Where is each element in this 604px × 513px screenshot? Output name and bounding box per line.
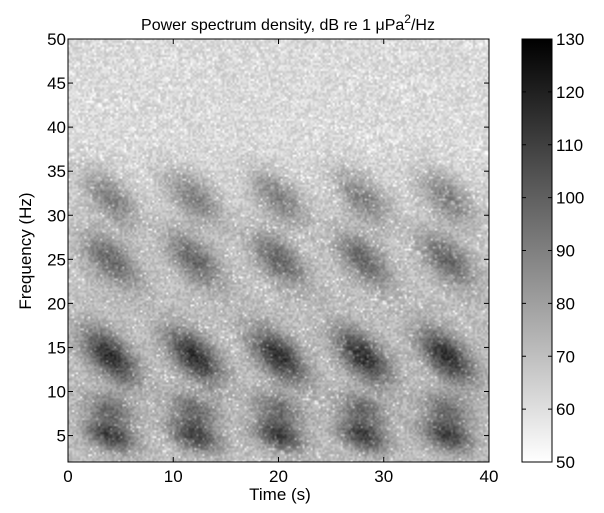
x-axis: 0 10 20 30 40	[63, 39, 498, 486]
colorbar-tick-label: 50	[556, 453, 575, 472]
x-tick-label: 10	[164, 467, 183, 486]
y-tick-label: 40	[47, 118, 66, 137]
title-mu: μ	[375, 17, 384, 34]
spectrogram-plot	[67, 38, 490, 463]
colorbar-tick-label: 110	[556, 136, 583, 155]
y-tick-label: 25	[47, 250, 66, 269]
title-superscript: 2	[404, 12, 411, 26]
y-tick-label: 20	[47, 294, 66, 313]
y-tick-label: 10	[47, 383, 66, 402]
colorbar-tick-label: 130	[556, 30, 584, 49]
x-tick-label: 30	[374, 467, 393, 486]
y-tick-label: 35	[47, 162, 66, 181]
x-axis-label: Time (s)	[249, 485, 311, 504]
colorbar: 50 60 70 80 90 100 110 120 130	[521, 30, 584, 472]
colorbar-tick-label: 60	[556, 400, 575, 419]
x-tick-label: 20	[269, 467, 288, 486]
y-tick-label: 15	[47, 338, 66, 357]
title-unit: /Hz	[411, 17, 435, 34]
y-tick-label: 45	[47, 74, 66, 93]
y-tick-label: 30	[47, 206, 66, 225]
y-axis-label: Frequency (Hz)	[16, 192, 35, 309]
title-pa: Pa	[385, 17, 405, 34]
x-tick-label: 0	[63, 467, 72, 486]
colorbar-tick-label: 100	[556, 189, 584, 208]
title-main: Power spectrum density, dB re 1	[141, 17, 375, 34]
colorbar-tick-label: 120	[556, 83, 584, 102]
y-tick-label: 5	[57, 427, 66, 446]
y-tick-label: 50	[47, 30, 66, 49]
colorbar-ticks: 50 60 70 80 90 100 110 120 130	[522, 30, 584, 472]
colorbar-gradient	[521, 38, 553, 463]
colorbar-tick-label: 90	[556, 242, 575, 261]
y-axis: 5 10 15 20 25 30 35 40 45 50	[47, 30, 489, 446]
spectrogram-image	[68, 39, 489, 462]
chart-title: Power spectrum density, dB re 1 μPa2/Hz	[141, 12, 435, 34]
x-tick-label: 40	[480, 467, 499, 486]
colorbar-tick-label: 80	[556, 294, 575, 313]
colorbar-tick-label: 70	[556, 347, 575, 366]
